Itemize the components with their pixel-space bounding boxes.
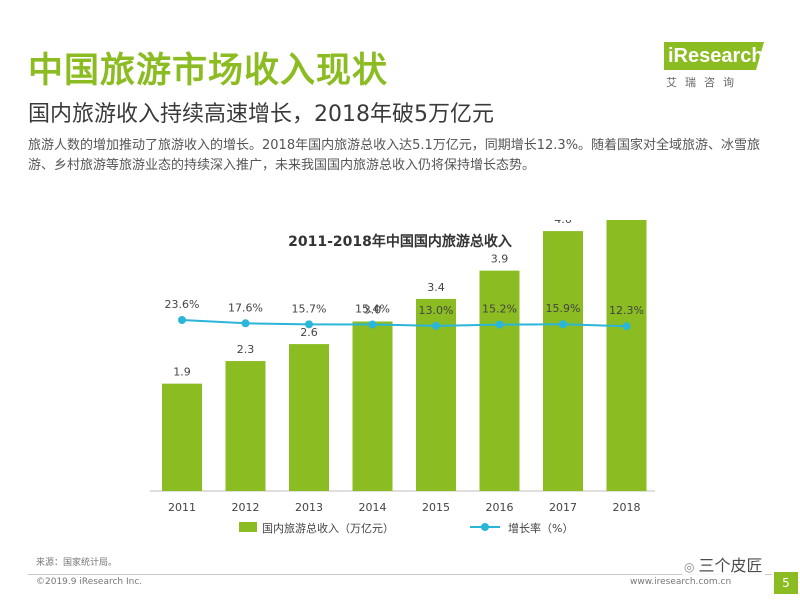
page-title: 中国旅游市场收入现状 (28, 51, 389, 91)
bar-2011 (162, 383, 202, 491)
copyright: ©2019.9 iResearch Inc. (36, 577, 143, 587)
growth-point-2011 (178, 316, 186, 324)
growth-point-2016 (495, 320, 504, 329)
bar-2018 (606, 202, 647, 491)
bar-label-2014: 3.0 (364, 304, 382, 317)
legend-line-label: 增长率（%） (508, 521, 573, 535)
watermark-text: 三个皮匠 (698, 556, 763, 575)
chart-svg: 2011-2018年中国国内旅游总收入 1.9 2011 2.3 2012 2.6 2013… (150, 185, 655, 535)
tick-label-2011: 2011 (168, 501, 196, 514)
growth-point-2013 (305, 320, 313, 329)
logo-brand: iResearch (664, 42, 764, 70)
bar-label-2011: 1.9 (173, 366, 191, 379)
tick-label-2013: 2013 (295, 501, 323, 514)
legend-bar-swatch (239, 522, 257, 532)
iresearch-logo: iResearch 艾瑞咨询 (664, 42, 764, 92)
tick-label-2018: 2018 (613, 501, 641, 514)
growth-point-2014 (368, 320, 377, 329)
bar-2017 (543, 231, 583, 491)
growth-label-2013: 15.7% (292, 302, 327, 315)
tick-label-2015: 2015 (422, 501, 450, 514)
wechat-icon: ◎ (684, 560, 695, 574)
tick-label-2017: 2017 (549, 501, 577, 514)
growth-label-2018: 12.3% (609, 304, 644, 317)
legend-bar-label: 国内旅游总收入（万亿元） (262, 521, 394, 535)
bar-label-2016: 3.9 (491, 253, 509, 266)
growth-label-2011: 23.6% (165, 298, 200, 311)
growth-label-2012: 17.6% (228, 301, 263, 314)
growth-label-2017: 15.9% (546, 302, 581, 315)
bar-2014 (352, 321, 393, 491)
bar-2012 (225, 361, 266, 491)
bar-2013 (289, 344, 329, 491)
page-description: 旅游人数的增加推动了旅游收入的增长。2018年国内旅游总收入达5.1万亿元，同期… (28, 138, 761, 173)
growth-point-2012 (241, 319, 250, 328)
growth-label-2016: 15.2% (482, 303, 517, 316)
growth-point-2015 (432, 321, 440, 330)
bar-2016 (479, 270, 520, 491)
growth-label-2015: 13.0% (419, 304, 454, 317)
bar-label-2015: 3.4 (427, 281, 445, 294)
source-note: 来源：国家统计局。 (36, 558, 118, 568)
footer-divider (28, 574, 772, 575)
tick-label-2012: 2012 (232, 501, 260, 514)
tick-label-2016: 2016 (486, 501, 514, 514)
bar-label-2013: 2.6 (300, 326, 318, 339)
logo-subtitle: 艾瑞咨询 (666, 76, 742, 89)
growth-point-2017 (559, 320, 567, 329)
chart-title: 2011-2018年中国国内旅游总收入 (288, 233, 512, 250)
website-url: www.iresearch.com.cn (630, 577, 732, 587)
watermark: ◎ 三个皮匠 (682, 552, 765, 576)
legend-line-marker (481, 523, 489, 531)
growth-label-2014: 15.4% (355, 303, 390, 316)
page-subtitle: 国内旅游收入持续高速增长，2018年破5万亿元 (28, 102, 494, 127)
growth-point-2018 (622, 322, 631, 331)
growth-rate-line (181, 319, 627, 328)
chart: 2011-2018年中国国内旅游总收入 1.9 2011 2.3 2012 2.6 2013… (0, 185, 800, 550)
page-number: 5 (774, 572, 798, 594)
bar-label-2012: 2.3 (237, 343, 255, 356)
bar-label-2017: 4.6 (554, 220, 572, 226)
bar-2015 (416, 298, 456, 491)
tick-label-2014: 2014 (359, 501, 387, 514)
